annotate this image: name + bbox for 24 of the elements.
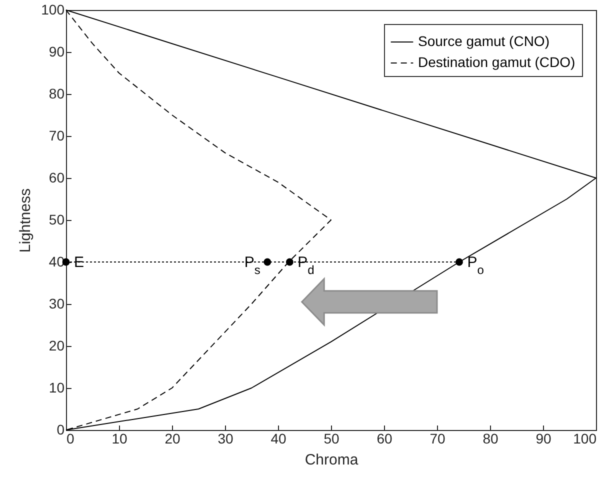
legend-label: Source gamut (CNO) [418,33,550,49]
x-axis-title: Chroma [304,452,359,468]
y-tick-label: 100 [41,2,65,18]
y-axis-title: Lightness [17,188,34,253]
y-tick-label: 50 [48,212,65,228]
x-tick-label: 30 [218,430,234,446]
y-tick-label: 70 [48,128,65,144]
y-tick-label: 60 [48,170,65,186]
y-tick-label: 10 [48,380,65,396]
x-tick-label: 100 [573,430,597,446]
x-tick-label: 70 [430,430,446,446]
x-tick-label: 40 [270,430,286,446]
x-tick-label: 80 [482,430,498,446]
y-tick-label: 30 [48,296,65,312]
annotation: P$_{o}$ [467,254,484,277]
y-tick-label: 90 [48,44,65,60]
x-tick-label: 90 [536,430,552,446]
y-tick-label: 80 [48,86,65,102]
x-tick-label: 20 [164,430,180,446]
y-tick-label: 20 [48,338,65,354]
x-tick-label: 10 [112,430,128,446]
legend-label: Destination gamut (CDO) [418,54,576,70]
x-tick-label: 60 [376,430,392,446]
x-tick-label: 50 [324,430,340,446]
